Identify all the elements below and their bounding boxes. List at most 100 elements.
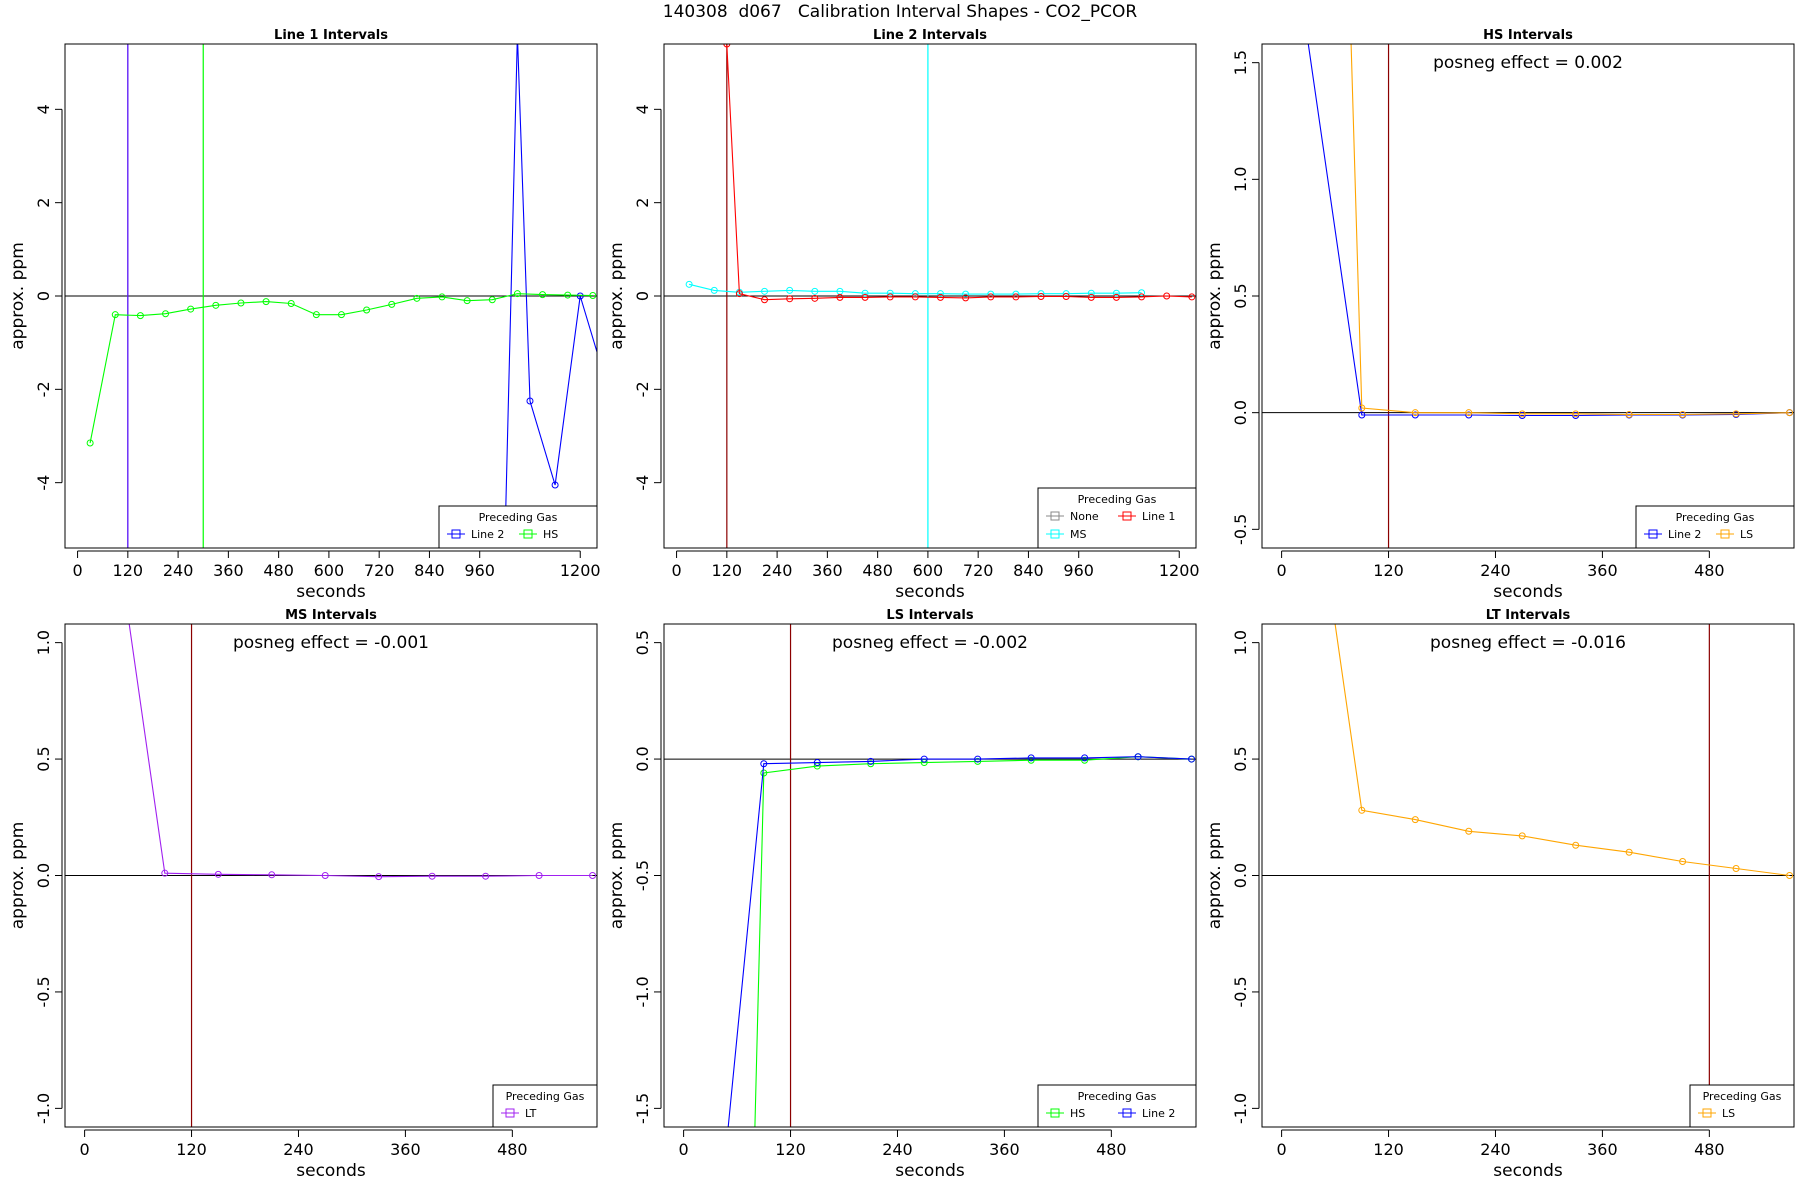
x-tick-label: 1200 [560, 561, 601, 580]
data-point [576, 292, 584, 300]
series-line-line-2 [727, 756, 1192, 1127]
data-point [1518, 832, 1526, 840]
data-point [867, 757, 875, 765]
plot-frame [1261, 623, 1795, 1128]
data-point [760, 760, 768, 768]
y-tick-label: -0.5 [1231, 976, 1250, 1007]
y-tick-label: 0.0 [633, 746, 652, 771]
y-tick-label: 0.0 [34, 863, 53, 888]
y-tick-label: 4 [633, 104, 652, 114]
x-tick-label: 360 [213, 561, 244, 580]
data-point [723, 44, 731, 48]
data-point [551, 481, 559, 489]
legend-item-label: LT [525, 1107, 537, 1120]
y-axis-label: approx. ppm [1205, 822, 1225, 930]
data-point [1786, 872, 1794, 879]
x-tick-label: 600 [314, 561, 345, 580]
data-point [1679, 858, 1687, 866]
x-tick-label: 360 [390, 1140, 421, 1159]
data-point [513, 290, 521, 298]
x-tick-label: 480 [862, 561, 893, 580]
y-tick-label: -0.5 [1231, 514, 1250, 545]
data-point [1465, 409, 1473, 417]
data-point [482, 872, 490, 880]
data-point [86, 439, 94, 447]
data-point [438, 293, 446, 301]
x-tick-label: 0 [679, 1140, 689, 1159]
chart-title: Line 2 Intervals [873, 28, 987, 43]
y-tick-label: 0.0 [1231, 863, 1250, 888]
data-point [861, 293, 869, 301]
x-tick-label: 240 [163, 561, 194, 580]
data-point [1027, 754, 1035, 762]
data-point [1134, 753, 1142, 761]
legend-title: Preceding Gas [1703, 1090, 1782, 1103]
plot-frame [1261, 43, 1795, 549]
data-point [1518, 410, 1526, 418]
y-tick-label: 0.5 [1231, 283, 1250, 308]
chart-title: Line 1 Intervals [274, 28, 388, 43]
legend-swatch-marker [1648, 529, 1658, 539]
x-tick-label: 0 [80, 1140, 90, 1159]
data-point [1188, 755, 1196, 763]
legend-item-label: LS [1722, 1107, 1735, 1120]
series-line-ms [688, 283, 1142, 295]
x-tick-label: 720 [364, 561, 395, 580]
data-point [388, 300, 396, 308]
data-point [488, 296, 496, 304]
data-point [786, 286, 794, 294]
plot-area [65, 624, 597, 1127]
data-point [428, 872, 436, 880]
data-point [811, 294, 819, 302]
data-point [463, 297, 471, 305]
data-point [911, 293, 919, 301]
data-point [962, 290, 970, 298]
y-axis-label: approx. ppm [8, 242, 28, 350]
x-tick-label: 360 [1587, 1140, 1618, 1159]
x-tick-label: 480 [497, 1140, 528, 1159]
legend-item-label: None [1070, 510, 1099, 523]
data-point [161, 869, 169, 877]
legend-swatch-marker [1050, 511, 1060, 521]
legend-item-label: Line 2 [1668, 528, 1701, 541]
data-point [1012, 293, 1020, 301]
legend-item-label: HS [1070, 1107, 1085, 1120]
data-point [337, 311, 345, 319]
x-tick-label: 240 [762, 561, 793, 580]
legend-box [438, 505, 598, 549]
legend-box [1037, 487, 1197, 549]
data-point [1087, 293, 1095, 301]
data-point [262, 298, 270, 306]
series-line-ls [1350, 44, 1790, 416]
data-point [375, 873, 383, 881]
legend-swatch-marker [1702, 1108, 1712, 1118]
legend-swatch-marker [1050, 529, 1060, 539]
data-point [1062, 292, 1070, 300]
legend-item-label: MS [1070, 528, 1086, 541]
legend-box [1037, 1084, 1197, 1128]
legend-swatch-marker [1050, 1108, 1060, 1118]
x-tick-label: 360 [812, 561, 843, 580]
x-axis-label: seconds [296, 1161, 366, 1181]
x-axis-label: seconds [296, 582, 366, 602]
data-point [974, 755, 982, 763]
data-point [1732, 410, 1740, 418]
data-point [1027, 756, 1035, 764]
data-point [526, 397, 534, 405]
legend-title: Preceding Gas [1078, 493, 1157, 506]
y-tick-label: 4 [34, 104, 53, 114]
legend-box [1689, 1084, 1795, 1128]
y-tick-label: 0.5 [1231, 746, 1250, 771]
data-point [1411, 816, 1419, 824]
legend: Preceding Gas Line 2 LS [1635, 505, 1795, 549]
x-axis-label: seconds [895, 582, 965, 602]
legend: Preceding Gas Line 2 HS [438, 505, 598, 549]
data-point [1732, 865, 1740, 873]
plot-area [664, 624, 1196, 1127]
data-point [962, 294, 970, 302]
data-point [589, 872, 597, 879]
posneg-annotation: posneg effect = -0.002 [832, 633, 1028, 653]
y-tick-label: 0 [34, 291, 53, 301]
